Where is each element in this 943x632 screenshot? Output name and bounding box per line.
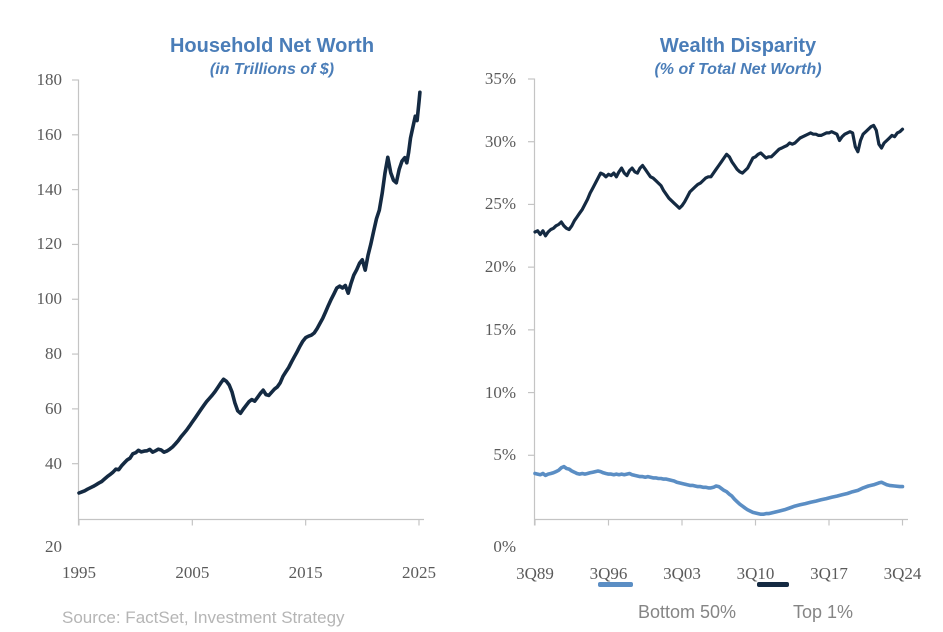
y-tick-label: 35% (484, 69, 516, 88)
y-tick-label: 25% (484, 194, 516, 214)
x-tick-label: 3Q89 (516, 564, 554, 583)
left-chart-title: Household Net Worth (169, 35, 375, 57)
left-chart-subtitle: (in Trillions of $) (209, 61, 335, 78)
y-tick-label: 20 (45, 537, 62, 556)
y-tick-label: 10% (484, 382, 516, 402)
y-tick-label: 180 (36, 70, 63, 89)
y-tick-label: 5% (493, 445, 516, 465)
x-tick-label: 3Q24 (883, 564, 922, 583)
right-chart-title: Wealth Disparity (659, 35, 817, 57)
y-tick-label: 100 (36, 289, 63, 309)
x-tick-label: 3Q03 (663, 564, 701, 583)
x-tick-label: 3Q10 (736, 564, 775, 583)
x-tick-label: 2015 (288, 563, 323, 582)
legend-swatch-top-1 (757, 582, 789, 587)
x-tick-label: 2005 (175, 563, 210, 582)
series-line-bottom-50- (533, 464, 905, 517)
x-tick-label: 3Q17 (810, 564, 848, 583)
x-tick-label: 2025 (401, 563, 436, 582)
y-tick-label: 120 (36, 234, 63, 254)
legend-label-bottom-50: Bottom 50% (637, 602, 737, 622)
y-tick-label: 60 (45, 398, 62, 418)
x-tick-label: 1995 (62, 563, 96, 582)
series-line-household-net-worth (77, 90, 422, 495)
right-chart-subtitle: (% of Total Net Worth) (654, 61, 822, 78)
legend-label-top-1: Top 1% (792, 602, 854, 622)
y-tick-label: 0% (493, 537, 516, 556)
y-tick-label: 30% (484, 131, 516, 151)
y-tick-label: 80 (45, 344, 62, 364)
y-tick-label: 15% (484, 319, 516, 339)
x-tick-label: 3Q96 (589, 564, 628, 583)
y-tick-label: 160 (36, 124, 63, 144)
y-tick-label: 40 (45, 453, 62, 473)
y-tick-label: 20% (484, 257, 516, 277)
source-note: Source: FactSet, Investment Strategy (62, 608, 345, 627)
y-tick-label: 140 (36, 179, 63, 199)
series-line-top-1- (533, 123, 905, 238)
legend-swatch-bottom-50 (598, 582, 633, 587)
